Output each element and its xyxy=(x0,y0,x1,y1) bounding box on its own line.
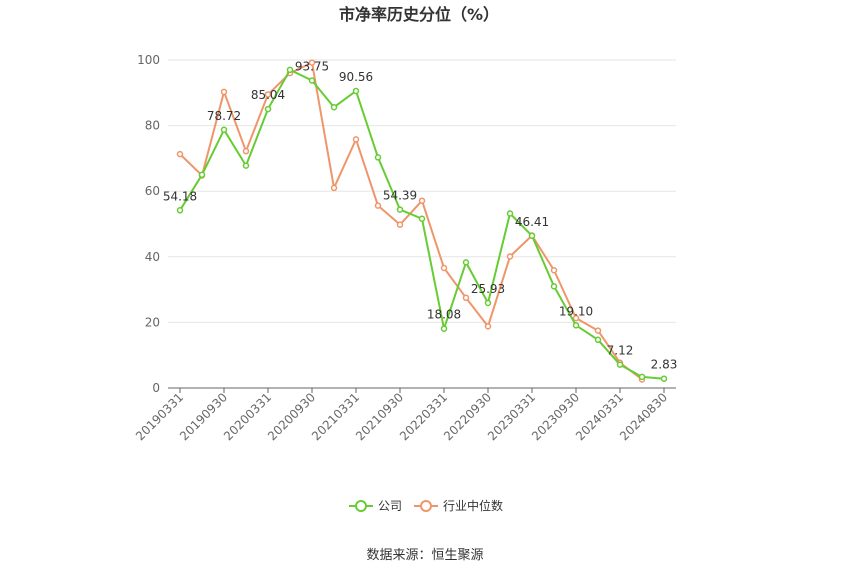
data-label-layer: 54.18 78.72 85.04 93.75 90.56 54.39 18.08 25.93… xyxy=(163,60,678,372)
data-point xyxy=(330,184,338,192)
data-label: 46.41 xyxy=(515,215,549,229)
data-point xyxy=(506,210,514,217)
legend-marker xyxy=(420,500,432,512)
data-point xyxy=(220,126,228,134)
data-point xyxy=(308,59,316,66)
data-point xyxy=(440,325,448,332)
data-label: 25.93 xyxy=(471,282,505,296)
data-point xyxy=(374,154,382,161)
data-point xyxy=(242,147,250,155)
series-layer xyxy=(176,59,668,383)
series-line-1 xyxy=(179,61,643,381)
data-point xyxy=(594,327,602,334)
legend-marker xyxy=(355,500,367,512)
data-label: 90.56 xyxy=(339,70,373,84)
series-line-0 xyxy=(179,68,665,380)
data-point xyxy=(264,91,272,98)
data-point xyxy=(660,375,668,382)
legend[interactable]: 公司 行业中位数 xyxy=(349,498,503,513)
data-point xyxy=(550,283,558,290)
data-point xyxy=(352,136,360,143)
data-point xyxy=(616,361,624,368)
data-point xyxy=(396,206,404,213)
data-point xyxy=(484,323,492,330)
data-point xyxy=(374,202,382,209)
data-point xyxy=(308,77,316,84)
data-label: 18.08 xyxy=(427,308,461,322)
data-point xyxy=(176,150,184,158)
grid-layer xyxy=(168,59,676,323)
data-point xyxy=(242,162,250,169)
data-point xyxy=(330,103,338,111)
chart-title: 市净率历史分位（%） xyxy=(339,5,499,24)
data-point xyxy=(572,314,580,322)
data-label: 2.83 xyxy=(651,358,678,372)
data-point xyxy=(418,215,426,223)
y-tick-label: 40 xyxy=(145,250,160,264)
data-point xyxy=(220,88,228,96)
y-tick-label: 60 xyxy=(145,184,160,198)
legend-item-1[interactable]: 行业中位数 xyxy=(414,498,503,513)
y-tick-label: 0 xyxy=(152,381,160,395)
data-label: 54.18 xyxy=(163,189,197,203)
data-label: 78.72 xyxy=(207,109,241,123)
data-point xyxy=(352,87,360,95)
data-point xyxy=(550,266,558,274)
y-tick-label: 100 xyxy=(137,53,160,67)
data-label: 54.39 xyxy=(383,189,417,203)
data-point xyxy=(264,105,272,113)
data-point xyxy=(638,373,646,381)
data-point xyxy=(484,299,492,307)
legend-label: 公司 xyxy=(378,499,402,513)
data-point xyxy=(594,336,602,344)
data-label: 19.10 xyxy=(559,304,593,318)
data-point xyxy=(396,221,404,228)
data-point xyxy=(286,66,294,74)
data-label: 85.04 xyxy=(251,88,285,102)
x-tick-label: 20240830 xyxy=(617,390,670,443)
legend-item-0[interactable]: 公司 xyxy=(349,499,402,513)
data-label: 7.12 xyxy=(607,344,634,358)
y-tick-label: 20 xyxy=(145,315,160,329)
data-point xyxy=(462,259,470,266)
data-point xyxy=(198,171,206,179)
data-point xyxy=(418,197,426,204)
source-note: 数据来源：恒生聚源 xyxy=(366,548,483,563)
data-point xyxy=(176,207,184,214)
data-point xyxy=(528,232,536,240)
data-point xyxy=(440,264,448,272)
y-tick-label: 80 xyxy=(145,119,160,133)
data-point xyxy=(572,322,580,329)
data-point xyxy=(462,294,470,302)
data-point xyxy=(506,253,514,260)
data-label: 93.75 xyxy=(295,60,329,74)
legend-label: 行业中位数 xyxy=(443,498,503,513)
